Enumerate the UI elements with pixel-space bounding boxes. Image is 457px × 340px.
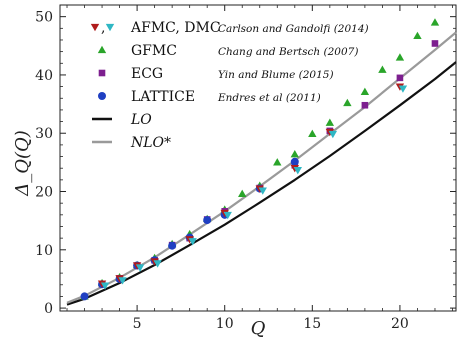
legend-label-nlo: NLO* <box>130 135 171 151</box>
gfmc-point <box>273 158 282 166</box>
lattice-point <box>203 216 212 225</box>
lattice-series <box>80 157 299 301</box>
y-tick-label: 0 <box>44 301 53 317</box>
ticks-layer: 5 10 15 20 0 10 20 30 40 50 <box>35 5 456 332</box>
gfmc-point <box>360 87 370 95</box>
legend-marker-afmc <box>90 23 100 32</box>
y-axis-label: Δ_Q(Q) <box>12 130 33 197</box>
x-tick-label: 10 <box>216 316 234 332</box>
points-layer <box>80 18 440 301</box>
afmc-dmc-point <box>293 167 302 175</box>
afmc-dmc-point <box>135 264 145 272</box>
legend-marker-lattice <box>98 92 106 100</box>
lo-curve <box>66 61 457 306</box>
afmc-dmc-point <box>118 277 127 285</box>
gfmc-point <box>378 65 387 73</box>
gfmc-point <box>238 189 247 197</box>
y-tick-label: 50 <box>35 10 53 26</box>
lattice-point <box>80 292 89 301</box>
legend-label-ecg: ECG <box>131 66 163 82</box>
legend-marker-ecg <box>98 69 106 77</box>
legend-ref-lattice: Endres et al (2011) <box>217 92 321 104</box>
plot-border <box>59 4 457 312</box>
y-tick-label: 10 <box>35 243 53 259</box>
x-tick-label: 15 <box>303 316 321 332</box>
legend-label-lattice: LATTICE <box>131 89 195 105</box>
y-tick-label: 20 <box>35 185 53 201</box>
afmc-series <box>97 83 408 290</box>
gfmc-point <box>430 18 440 26</box>
gfmc-point <box>308 129 317 137</box>
legend-label-lo: LO <box>130 112 152 128</box>
legend-ref-afmc: Carlson and Gandolfi (2014) <box>218 23 369 35</box>
legend-ref-ecg: Yin and Blume (2015) <box>218 69 334 81</box>
lattice-point <box>168 241 177 250</box>
gfmc-point <box>290 150 299 158</box>
afmc-dmc-point <box>398 85 408 93</box>
gfmc-series <box>80 18 440 300</box>
lattice-point <box>290 157 299 166</box>
ecg-point <box>396 74 404 82</box>
gfmc-point <box>343 98 352 107</box>
legend-marker-dmc <box>105 23 115 32</box>
x-tick-label: 5 <box>133 316 142 332</box>
gfmc-point <box>325 118 335 126</box>
x-axis-label: Q <box>251 318 266 339</box>
x-tick-label: 20 <box>391 316 409 332</box>
ecg-point <box>431 40 439 47</box>
ecg-point <box>361 101 369 109</box>
legend-label-gfmc: GFMC <box>131 43 177 59</box>
legend-ref-gfmc: Chang and Bertsch (2007) <box>218 46 358 58</box>
legend-label-afmc: AFMC, DMC <box>130 20 221 36</box>
gfmc-point <box>413 31 422 40</box>
afmc-dmc-point <box>188 238 197 246</box>
y-tick-label: 40 <box>35 68 53 84</box>
afmc-dmc-point <box>328 130 338 139</box>
y-tick-label: 30 <box>35 126 53 142</box>
legend-comma: , <box>101 20 105 36</box>
legend-marker-gfmc <box>97 45 107 54</box>
gfmc-point <box>395 53 405 61</box>
afmc-dmc-point <box>153 260 162 268</box>
afmc-dmc-point <box>223 211 232 220</box>
afmc-dmc-point <box>100 282 110 290</box>
afmc-dmc-point <box>258 187 267 195</box>
plot-frame <box>59 4 457 312</box>
